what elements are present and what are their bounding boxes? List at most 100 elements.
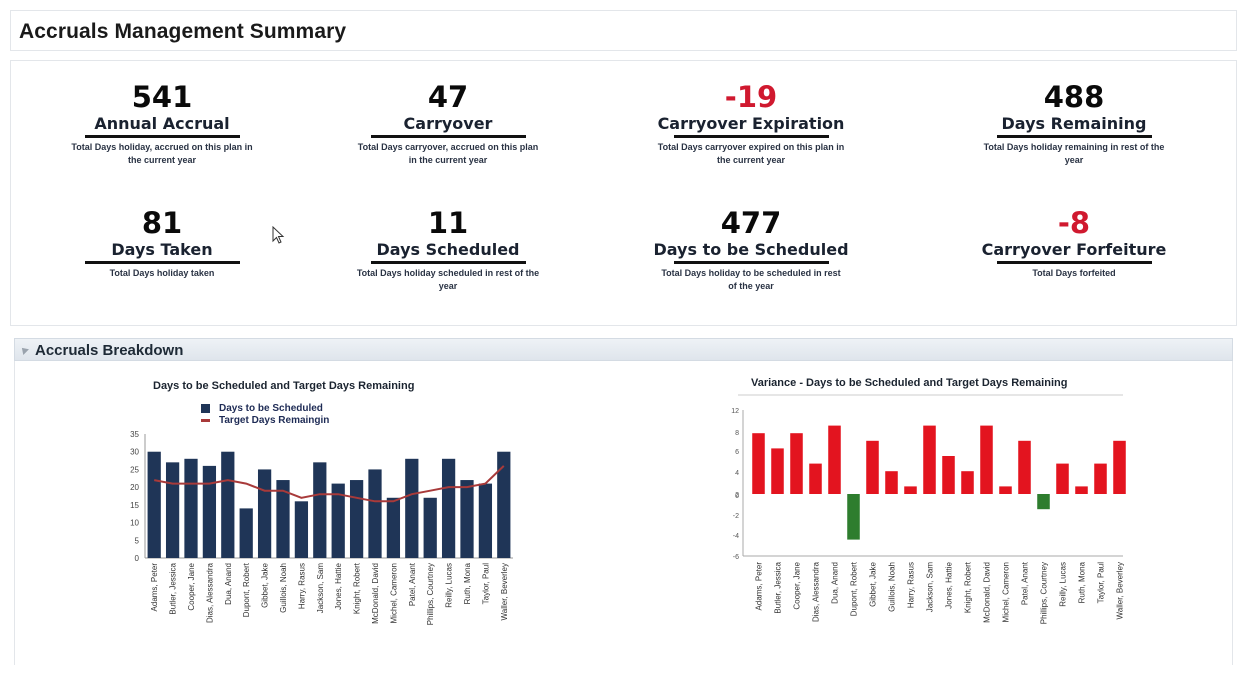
chart2-variance-bar <box>866 440 879 494</box>
chart1-x-tick-label: Jones, Hattie <box>334 562 343 609</box>
chart1-x-tick-label: Taylor, Paul <box>481 563 490 605</box>
chart2-x-tick-label: Knight, Robert <box>964 561 973 613</box>
chart1-x-tick-label: Reilly, Lucas <box>445 563 454 608</box>
metric-days-taken: 81 Days Taken Total Days holiday taken <box>52 207 272 280</box>
chart1-x-tick-label: Dua, Anand <box>224 563 233 605</box>
chart2-x-tick-label: Reilly, Lucas <box>1059 562 1068 607</box>
chart1-bar <box>368 469 382 558</box>
chart2-x-tick-label: Michel, Cameron <box>1002 562 1011 622</box>
chart1-bar <box>276 480 290 558</box>
chart2-x-tick-label: McDonald, David <box>983 562 992 623</box>
chart2-variance-bar <box>961 471 974 494</box>
metric-label: Carryover <box>403 114 493 133</box>
metric-description: Total Days carryover expired on this pla… <box>657 142 845 165</box>
chart2-variance-bar <box>809 463 822 494</box>
metric-carryover-expiration: -19 Carryover Expiration Total Days carr… <box>641 81 861 167</box>
metric-underline <box>84 135 240 138</box>
chart2-x-tick-label: Dua, Anand <box>831 562 840 604</box>
chart2-variance-bar <box>1113 440 1126 494</box>
metric-underline <box>370 135 526 138</box>
breakdown-title: Accruals Breakdown <box>35 342 184 359</box>
chart1-bar <box>202 465 217 558</box>
chart2-y-tick-label: -2 <box>733 513 739 520</box>
collapse-triangle-icon[interactable] <box>19 345 29 355</box>
chart1-y-tick-label: 5 <box>135 536 140 545</box>
chart2-x-tick-label: Jackson, Sam <box>926 562 935 613</box>
chart2-x-tick-label: Butler, Jessica <box>774 561 783 613</box>
chart2-x-tick-label: Patel, Anant <box>1021 561 1030 605</box>
mouse-pointer-icon <box>272 226 285 244</box>
chart1-y-tick-label: 30 <box>130 448 139 457</box>
chart2-y-tick-label: 8 <box>735 430 739 437</box>
chart1-x-tick-label: Cooper, Jane <box>187 562 196 610</box>
metric-description: Total Days holiday, accrued on this plan… <box>71 142 253 165</box>
metric-value: 81 <box>141 206 183 240</box>
metric-label: Annual Accrual <box>94 114 230 133</box>
legend-label-target-days: Target Days Remaingin <box>219 415 330 426</box>
chart2-variance-bar <box>790 433 803 494</box>
chart1-x-tick-label: Harry, Rasus <box>297 563 306 609</box>
chart1-bar <box>441 458 456 558</box>
metric-underline <box>673 261 829 264</box>
metric-days-to-be-scheduled: 477 Days to be Scheduled Total Days holi… <box>641 207 861 293</box>
chart2-variance-bar <box>980 425 993 494</box>
metric-description: Total Days forfeited <box>1032 268 1116 278</box>
chart2-x-tick-label: Phillips, Courtney <box>1040 562 1049 624</box>
chart1-x-tick-label: Gibbet, Jake <box>261 562 270 607</box>
chart2-x-tick-label: Jones, Hattie <box>945 561 954 608</box>
metric-value: -8 <box>1057 206 1091 240</box>
chart1-bar <box>184 458 198 558</box>
metric-label: Days to be Scheduled <box>653 240 849 259</box>
metric-days-remaining: 488 Days Remaining Total Days holiday re… <box>964 81 1184 167</box>
chart2-variance-bar <box>1018 440 1031 494</box>
metric-label: Days Scheduled <box>376 240 520 259</box>
chart2-x-tick-label: Dias, Alessandra <box>812 561 821 622</box>
chart1-x-tick-label: Guillois, Noah <box>279 563 288 613</box>
chart1-y-tick-label: 25 <box>130 465 139 474</box>
chart1-x-tick-label: Knight, Robert <box>353 562 362 614</box>
chart1-bar <box>349 480 364 558</box>
chart1-bar <box>478 483 493 558</box>
chart1-x-tick-label: Butler, Jessica <box>169 562 178 614</box>
chart1-target-line <box>154 465 505 503</box>
chart1-x-tick-label: Michel, Cameron <box>389 563 398 623</box>
chart2-variance-bar <box>1037 494 1050 510</box>
metric-value: 11 <box>427 206 469 240</box>
breakdown-body <box>14 361 1233 665</box>
metric-description: Total Days holiday scheduled in rest of … <box>356 268 540 291</box>
legend-swatch-bar <box>201 404 210 413</box>
chart2-variance-bar <box>847 494 860 540</box>
chart1-y-tick-label: 35 <box>130 430 139 439</box>
metric-carryover-forfeiture: -8 Carryover Forfeiture Total Days forfe… <box>964 207 1184 280</box>
chart2-x-tick-label: Dupont, Robert <box>850 561 859 616</box>
breakdown-header[interactable]: Accruals Breakdown <box>14 338 1233 361</box>
header-bar: Accruals Management Summary <box>10 10 1237 51</box>
metric-underline <box>996 135 1152 138</box>
chart1-bar <box>313 462 327 558</box>
metric-value: 47 <box>427 80 469 114</box>
chart1-y-tick-label: 15 <box>130 501 139 510</box>
chart1-y-tick-label: 20 <box>130 483 139 492</box>
chart2-y-tick-label: 12 <box>731 408 739 415</box>
chart1-bar <box>405 458 419 558</box>
chart1-bar <box>423 497 437 558</box>
chart2-variance-bar <box>771 448 784 494</box>
metric-label: Days Taken <box>111 240 213 259</box>
metric-value: 477 <box>720 206 782 240</box>
metric-carryover: 47 Carryover Total Days carryover, accru… <box>338 81 558 167</box>
chart1-x-tick-label: Patel, Anant <box>408 562 417 606</box>
chart1-bar <box>257 469 272 558</box>
metric-description: Total Days carryover, accrued on this pl… <box>357 142 539 165</box>
chart2-variance-bar <box>1075 486 1088 494</box>
chart2-x-tick-label: Adams, Peter <box>755 562 764 611</box>
metric-label: Carryover Expiration <box>657 114 845 133</box>
chart2-x-tick-label: Waller, Beverley <box>1116 562 1125 620</box>
metric-days-scheduled: 11 Days Scheduled Total Days holiday sch… <box>338 207 558 293</box>
legend-label-days-to-be-scheduled: Days to be Scheduled <box>219 403 323 414</box>
chart2-variance-bar <box>752 433 765 494</box>
chart2-variance-bar <box>942 456 955 494</box>
chart2-y-tick-label: 0 <box>735 493 739 500</box>
page-title: Accruals Management Summary <box>19 20 347 43</box>
metric-value: 541 <box>131 80 193 114</box>
chart1-days-to-be-scheduled: 0 5 10 15 20 25 30 35 Adams, Peter Butler, Jessic… <box>130 430 513 625</box>
